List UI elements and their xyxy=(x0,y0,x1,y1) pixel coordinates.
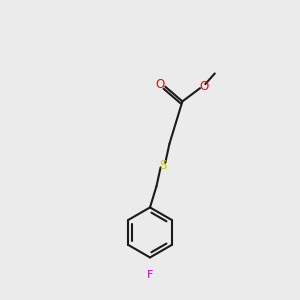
Text: F: F xyxy=(147,270,153,280)
Text: O: O xyxy=(200,80,209,93)
Text: O: O xyxy=(156,78,165,91)
Text: S: S xyxy=(159,158,167,172)
